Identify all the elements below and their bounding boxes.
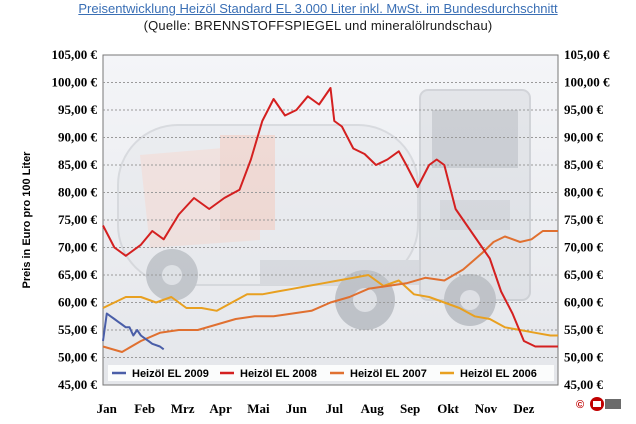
series-line-3 (102, 274, 558, 337)
y-tick-label-left: 50,00 € (58, 350, 98, 365)
y-tick-label-left: 95,00 € (58, 102, 98, 117)
y-tick-label-left: 60,00 € (58, 295, 98, 310)
y-tick-label-right: 50,00 € (564, 350, 604, 365)
x-tick-label: Okt (437, 401, 459, 416)
x-tick-label: Dez (513, 401, 534, 416)
chart-subtitle: (Quelle: BRENNSTOFFSPIEGEL und mineralöl… (143, 18, 493, 33)
y-tick-label-left: 100,00 € (52, 75, 98, 90)
brand-logo: © (576, 397, 621, 411)
y-tick-label-left: 45,00 € (58, 377, 98, 392)
x-tick-label: Jul (326, 401, 344, 416)
x-tick-label: Jan (97, 401, 118, 416)
y-tick-label-left: 80,00 € (58, 185, 98, 200)
y-tick-label-left: 70,00 € (58, 240, 98, 255)
y-tick-label-right: 45,00 € (564, 377, 604, 392)
y-tick-label-right: 55,00 € (564, 322, 604, 337)
legend-label: Heizöl EL 2009 (132, 368, 209, 380)
y-tick-label-right: 100,00 € (564, 75, 610, 90)
y-tick-label-left: 90,00 € (58, 130, 98, 145)
y-tick-label-right: 65,00 € (564, 267, 604, 282)
legend-label: Heizöl EL 2006 (460, 368, 537, 380)
x-tick-label: Feb (134, 401, 155, 416)
y-tick-label-right: 105,00 € (564, 47, 610, 62)
x-tick-label: Mrz (171, 401, 195, 416)
y-tick-label-left: 75,00 € (58, 212, 98, 227)
y-tick-label-left: 85,00 € (58, 157, 98, 172)
y-tick-label-left: 55,00 € (58, 322, 98, 337)
y-tick-label-left: 65,00 € (58, 267, 98, 282)
y-tick-label-right: 75,00 € (564, 212, 604, 227)
y-tick-label-right: 85,00 € (564, 157, 604, 172)
series-line-1 (102, 87, 558, 348)
x-tick-label: Aug (361, 401, 385, 416)
chart-title: Preisentwicklung Heizöl Standard EL 3.00… (78, 1, 558, 16)
y-tick-label-right: 80,00 € (564, 185, 604, 200)
y-axis-label: Preis in Euro pro 100 Liter (21, 151, 33, 289)
chart-titles: Preisentwicklung Heizöl Standard EL 3.00… (0, 0, 636, 34)
y-tick-label-right: 90,00 € (564, 130, 604, 145)
y-tick-label-left: 105,00 € (52, 47, 98, 62)
y-tick-label-right: 70,00 € (564, 240, 604, 255)
y-tick-label-right: 95,00 € (564, 102, 604, 117)
copyright-symbol: © (576, 399, 584, 411)
x-tick-label: Jun (286, 401, 308, 416)
series-line-0 (102, 312, 165, 351)
x-tick-label: Apr (209, 401, 232, 416)
x-tick-label: Sep (400, 401, 420, 416)
x-tick-label: Mai (247, 401, 270, 416)
series-line-2 (102, 230, 558, 353)
legend-label: Heizöl EL 2008 (240, 368, 317, 380)
legend-label: Heizöl EL 2007 (350, 368, 427, 380)
x-tick-label: Nov (475, 401, 498, 416)
y-tick-label-right: 60,00 € (564, 295, 604, 310)
